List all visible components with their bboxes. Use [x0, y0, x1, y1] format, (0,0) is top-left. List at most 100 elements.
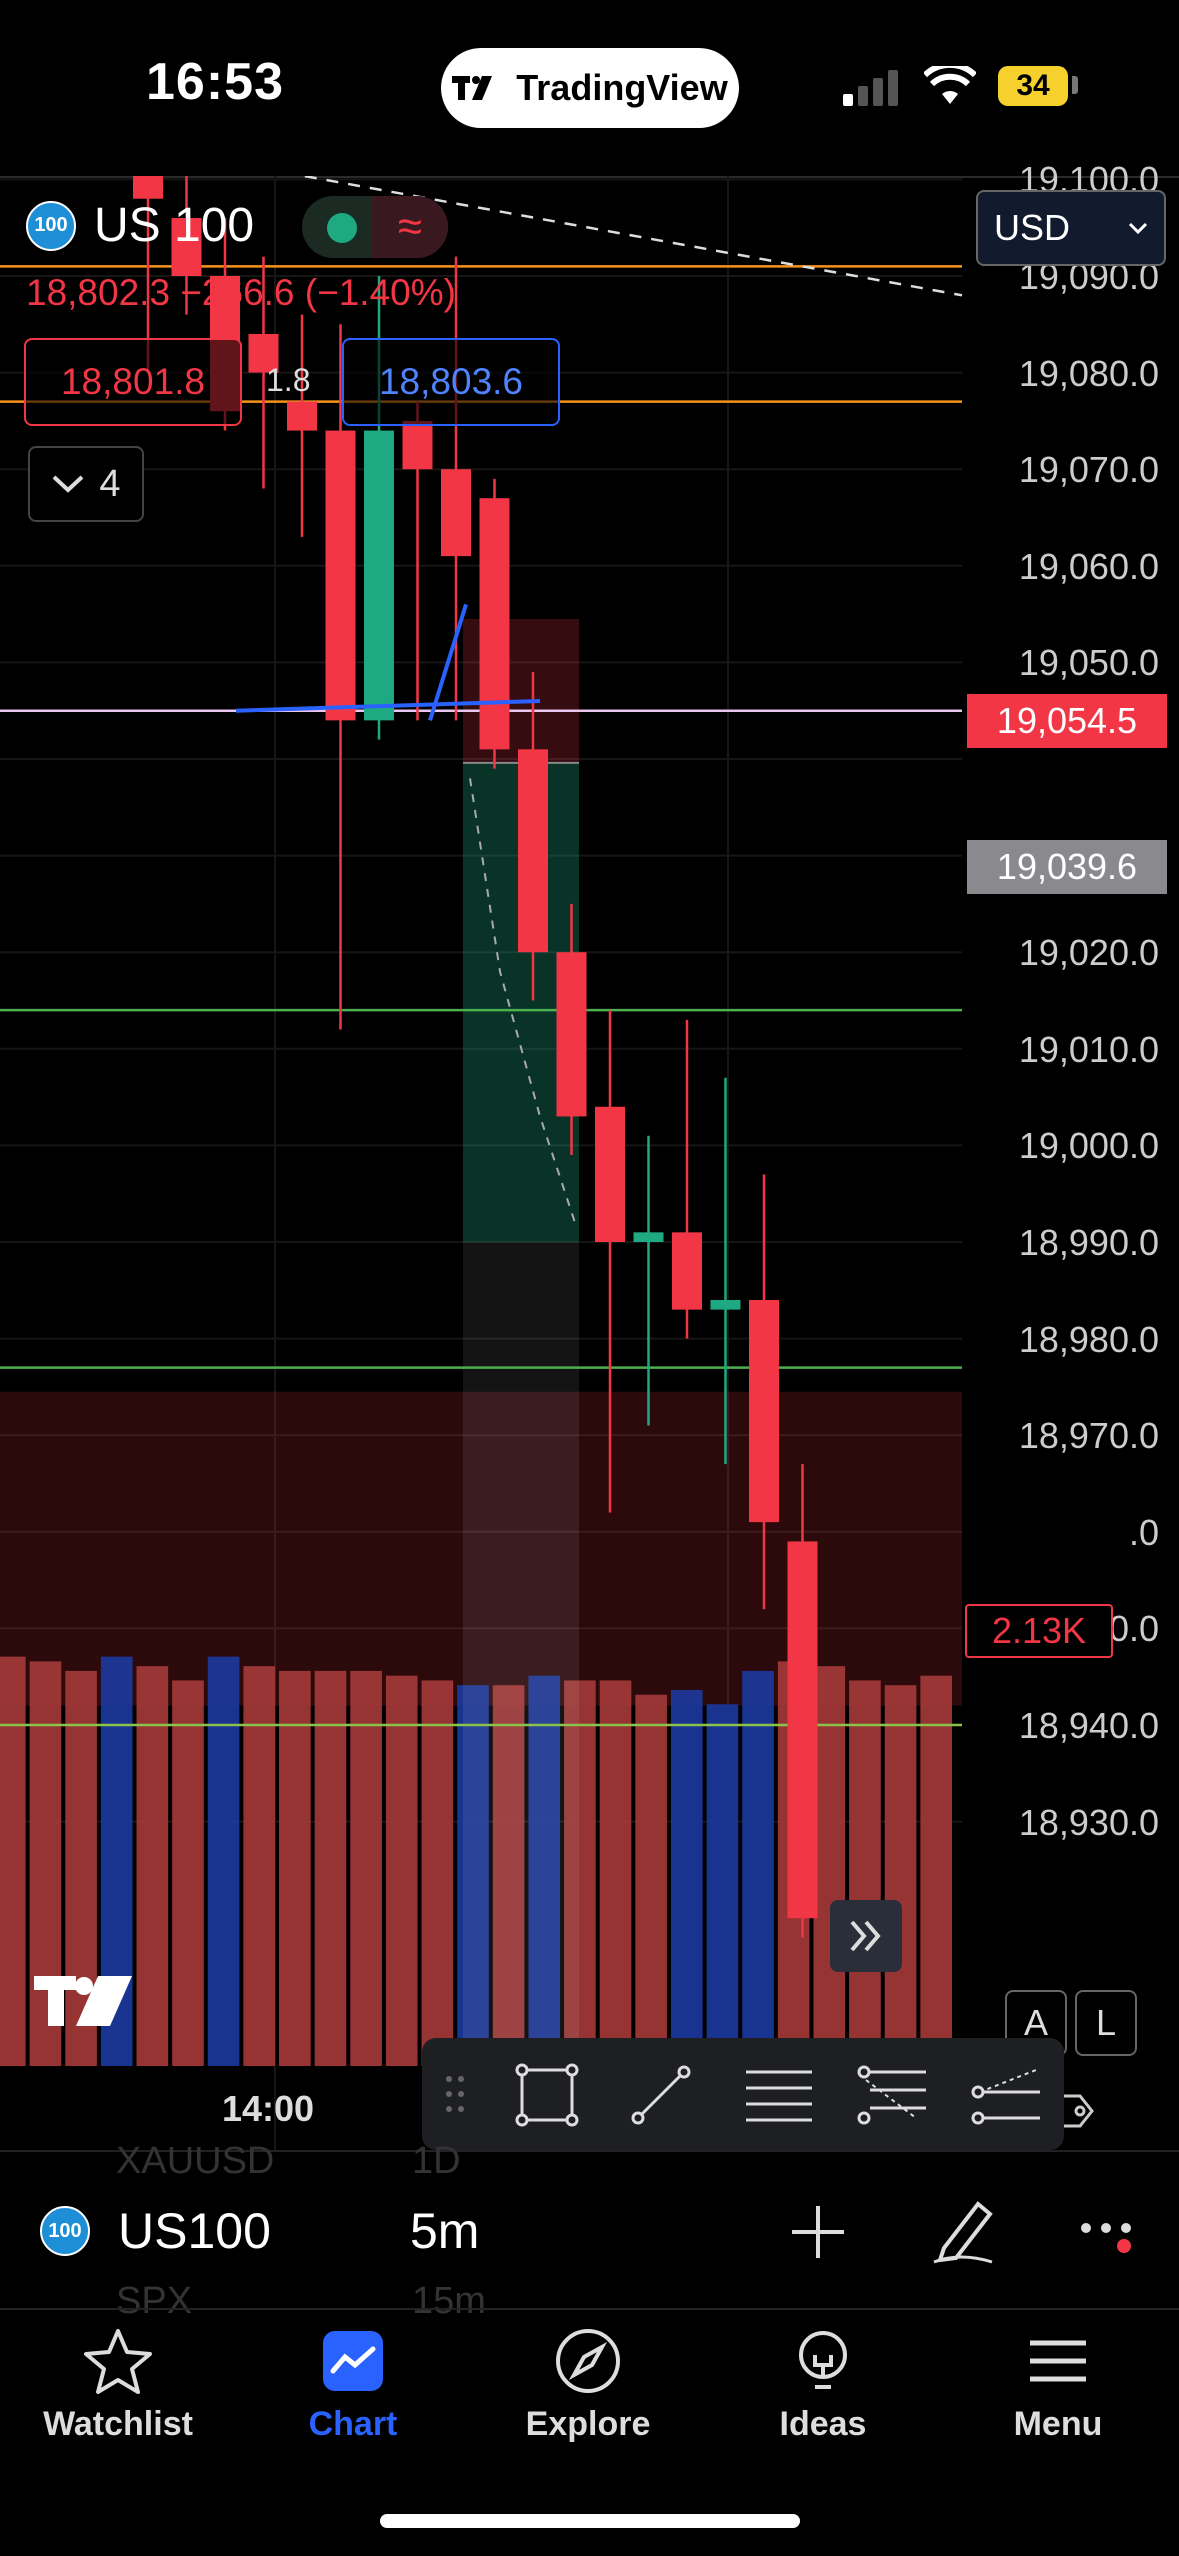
tab-explore[interactable]: Explore	[470, 2325, 706, 2444]
candle-body	[133, 176, 163, 199]
compass-icon	[556, 2329, 620, 2393]
tab-label: Watchlist	[43, 2405, 193, 2443]
position-price-tag: 19,039.6	[967, 840, 1167, 894]
candle-body	[556, 952, 587, 1117]
buy-button[interactable]: 18,803.6	[342, 338, 560, 426]
parallel-lines-icon[interactable]	[742, 2062, 816, 2128]
position-tail	[463, 1242, 579, 2151]
tab-ideas[interactable]: Ideas	[705, 2325, 941, 2444]
data-delay-icon: ≈	[372, 196, 448, 258]
candle-body	[710, 1299, 741, 1310]
home-indicator	[380, 2514, 800, 2528]
tab-chart[interactable]: Chart	[235, 2325, 471, 2444]
price-axis-label: 19,010.0	[1018, 1028, 1159, 1070]
price-change: 18,802.3 −266.6 (−1.40%)	[26, 272, 456, 313]
volume-bar	[314, 1670, 347, 2066]
tradingview-pill[interactable]: TradingView	[441, 48, 739, 128]
tab-watchlist[interactable]: Watchlist	[0, 2325, 236, 2444]
interval-picker[interactable]: 5m	[410, 2203, 480, 2259]
tabbar-divider	[0, 2308, 1179, 2310]
price-axis-label: .0	[1128, 1511, 1159, 1553]
ghost-symbol: XAUUSD	[116, 2140, 275, 2182]
volume-bar	[457, 1685, 489, 2066]
symbol-name[interactable]: US 100	[94, 199, 255, 252]
expand-panel-button[interactable]	[830, 1900, 902, 1972]
tab-label: Explore	[525, 2405, 651, 2443]
volume-bar	[0, 1656, 26, 2066]
candle-body	[479, 498, 510, 750]
price-axis-label: 18,990.0	[1018, 1222, 1159, 1263]
price-chart[interactable]	[0, 176, 1179, 2151]
symbol-header[interactable]: 100 US 100	[26, 198, 254, 253]
volume-bar	[492, 1685, 525, 2066]
tab-label: Chart	[308, 2405, 398, 2443]
tradingview-pill-label: TradingView	[516, 67, 728, 108]
chart-icon	[323, 2331, 383, 2391]
chevron-down-icon	[53, 475, 84, 493]
ghost-interval: 15m	[412, 2280, 486, 2322]
log-scale-button[interactable]: L	[1075, 1990, 1137, 2056]
candle-body	[672, 1232, 702, 1310]
battery-level: 34	[998, 66, 1068, 106]
fib-lines-icon[interactable]	[856, 2062, 930, 2128]
rectangle-icon[interactable]	[514, 2062, 580, 2128]
pencil-icon[interactable]	[930, 2196, 1000, 2266]
volume-bar	[207, 1656, 240, 2066]
price-axis-label: 18,930.0	[1018, 1801, 1159, 1843]
ghost-interval: 1D	[412, 2140, 461, 2182]
sell-button[interactable]: 18,801.8	[24, 338, 242, 426]
drawing-line	[235, 699, 541, 713]
spread-value: 1.8	[266, 362, 311, 398]
candle-body	[633, 1232, 664, 1242]
volume-bar	[279, 1670, 311, 2066]
candle-body	[518, 749, 548, 953]
symbol-badge: 100	[26, 200, 76, 251]
price-axis-label: 19,080.0	[1018, 352, 1159, 394]
volume-bar	[136, 1666, 169, 2066]
volume-bar	[564, 1680, 596, 2066]
time-axis-label: 14:00	[222, 2088, 315, 2129]
trend-line-icon[interactable]	[628, 2062, 694, 2128]
more-icon[interactable]	[1078, 2214, 1138, 2254]
chart-area[interactable]	[0, 176, 1179, 2151]
candle-body	[364, 430, 394, 721]
star-icon	[84, 2329, 152, 2394]
candle-body	[248, 333, 279, 373]
candle-body	[171, 218, 202, 276]
tab-label: Ideas	[779, 2405, 867, 2443]
candle-body	[441, 469, 471, 557]
ghost-symbol: SPX	[116, 2280, 193, 2322]
status-time: 16:53	[146, 53, 284, 111]
drag-handle-icon[interactable]	[444, 2074, 466, 2114]
symbol-badge: 100	[40, 2206, 90, 2256]
currency-select[interactable]: USD	[976, 190, 1166, 266]
price-axis-label: 19,070.0	[1018, 449, 1159, 491]
top-divider	[0, 176, 1179, 178]
candle-body	[595, 1106, 625, 1242]
volume-bar	[599, 1680, 632, 2066]
pitchfork-icon[interactable]	[970, 2062, 1044, 2128]
price-axis-label: 19,050.0	[1018, 642, 1159, 684]
lightbulb-icon	[799, 2331, 847, 2389]
menu-icon	[1030, 2340, 1086, 2382]
symbol-picker[interactable]: 100 US100	[40, 2202, 271, 2260]
tradingview-logo-icon	[452, 76, 493, 100]
tab-label: Menu	[1013, 2405, 1103, 2443]
wifi-icon	[924, 66, 976, 104]
projection-path	[469, 778, 576, 1223]
chevron-down-icon	[1128, 222, 1148, 234]
volume-bar	[385, 1675, 418, 2066]
drawing-toolbar[interactable]	[422, 2038, 1064, 2150]
volume-bar	[670, 1689, 703, 2066]
volume-bar	[884, 1685, 917, 2066]
volume-bar	[243, 1666, 276, 2066]
market-open-dot-icon	[327, 213, 357, 243]
price-axis-label: 18,970.0	[1018, 1415, 1159, 1457]
tradingview-watermark-icon	[34, 1976, 132, 2026]
volume-bar	[350, 1670, 382, 2066]
tab-menu[interactable]: Menu	[940, 2325, 1176, 2444]
indicators-toggle-button[interactable]: 4	[28, 446, 144, 522]
symbol-bar-divider	[0, 2150, 1179, 2152]
indicator-count: 4	[99, 462, 121, 505]
plus-icon[interactable]	[790, 2204, 846, 2260]
